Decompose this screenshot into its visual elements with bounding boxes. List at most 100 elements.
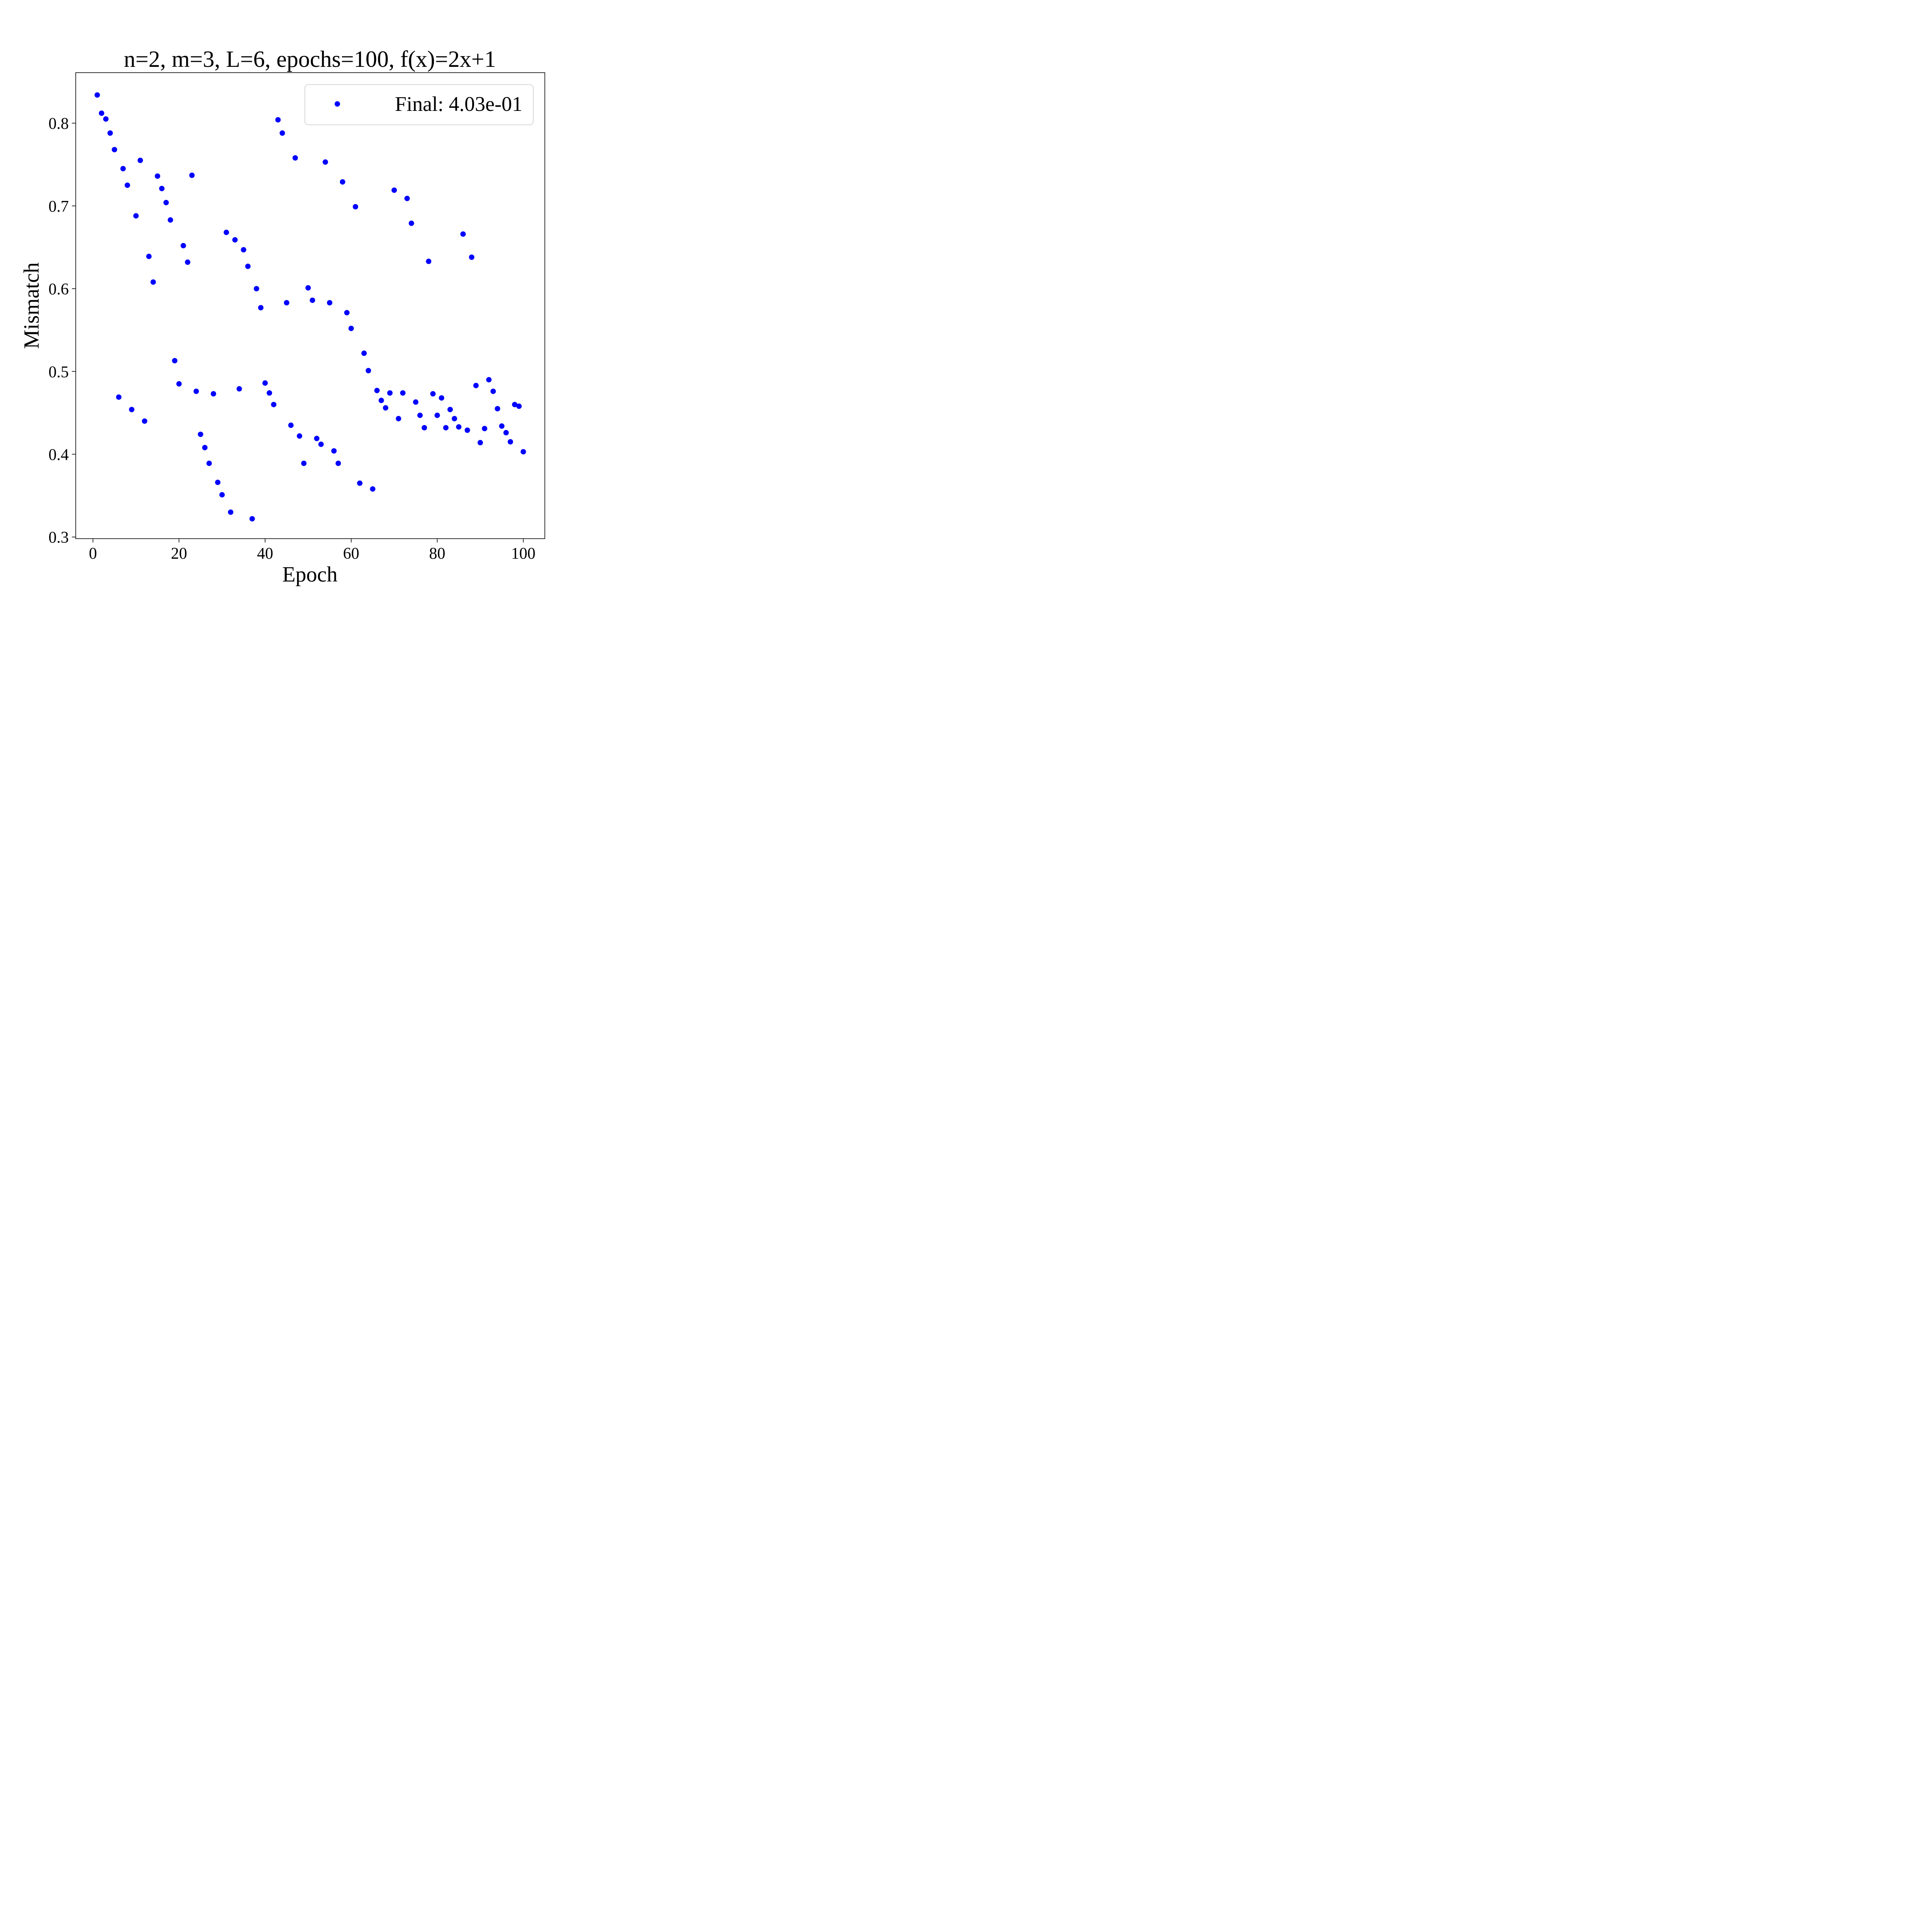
data-point	[142, 418, 148, 424]
data-point	[439, 395, 444, 401]
data-point	[447, 406, 453, 412]
data-point	[176, 381, 182, 387]
data-point	[163, 200, 169, 206]
data-point	[404, 196, 410, 201]
legend: Final: 4.03e-01	[304, 84, 534, 125]
data-point	[452, 416, 457, 422]
legend-marker	[335, 101, 340, 107]
x-tick-label: 0	[89, 545, 97, 563]
data-point	[422, 425, 427, 430]
data-point	[138, 158, 143, 163]
data-point	[499, 423, 505, 429]
data-point	[258, 305, 264, 311]
data-point	[249, 516, 255, 522]
data-point	[516, 403, 522, 409]
data-point	[120, 166, 126, 172]
data-point	[297, 433, 303, 439]
data-point	[366, 368, 371, 374]
y-tick-label: 0.6	[49, 281, 69, 298]
data-points	[94, 92, 526, 522]
data-point	[352, 204, 358, 210]
data-point	[168, 217, 173, 223]
x-tick-label: 40	[257, 545, 273, 563]
data-point	[253, 286, 259, 292]
data-point	[331, 448, 337, 454]
data-point	[107, 130, 113, 136]
data-point	[241, 247, 247, 253]
data-point	[378, 398, 384, 403]
data-point	[512, 401, 518, 407]
data-point	[305, 285, 311, 291]
data-point	[477, 440, 483, 446]
y-tick-label: 0.5	[49, 363, 69, 381]
data-point	[172, 358, 178, 364]
data-point	[383, 405, 388, 411]
data-point	[189, 172, 195, 178]
data-point	[211, 391, 216, 397]
data-point	[318, 441, 324, 447]
data-point	[155, 173, 160, 179]
data-point	[374, 388, 380, 393]
data-point	[275, 117, 281, 123]
y-tick-label: 0.4	[49, 446, 69, 464]
data-point	[129, 406, 134, 412]
data-point	[391, 187, 397, 193]
data-point	[262, 380, 268, 386]
data-point	[215, 480, 221, 485]
x-tick-label: 100	[511, 545, 536, 563]
data-point	[335, 461, 341, 466]
data-point	[99, 110, 104, 116]
data-point	[271, 401, 277, 407]
data-point	[288, 422, 294, 428]
data-point	[357, 480, 363, 486]
data-point	[507, 439, 513, 445]
data-point	[443, 425, 449, 430]
data-point	[434, 412, 440, 418]
data-point	[150, 279, 156, 285]
legend-entry-label: Final: 4.03e-01	[395, 92, 522, 116]
data-point	[202, 445, 208, 451]
data-point	[396, 416, 401, 422]
legend-box	[304, 84, 534, 125]
data-point	[473, 383, 479, 388]
x-tick-label: 20	[171, 545, 187, 563]
data-point	[279, 130, 285, 136]
x-tick-label: 60	[343, 545, 359, 563]
data-point	[417, 412, 423, 418]
x-axis: 0 20 40 60 80 100	[89, 539, 536, 563]
data-point	[495, 406, 500, 412]
data-point	[520, 449, 526, 455]
plot-frame	[75, 72, 545, 539]
data-point	[301, 461, 307, 466]
data-point	[327, 300, 333, 306]
data-point	[464, 427, 470, 433]
y-tick-label: 0.8	[49, 115, 69, 133]
data-point	[400, 390, 406, 396]
data-point	[284, 300, 289, 306]
y-axis-label: Mismatch	[20, 262, 44, 349]
data-point	[180, 243, 186, 248]
data-point	[193, 388, 199, 394]
data-point	[348, 325, 354, 331]
y-tick-label: 0.3	[49, 529, 69, 547]
y-axis: 0.3 0.4 0.5 0.6 0.7 0.8	[49, 115, 76, 547]
data-point	[387, 390, 393, 396]
data-point	[408, 220, 414, 226]
data-point	[361, 350, 367, 356]
data-point	[236, 386, 242, 392]
data-point	[232, 237, 238, 243]
data-point	[112, 147, 117, 153]
data-point	[185, 259, 190, 265]
data-point	[486, 377, 492, 383]
data-point	[159, 185, 165, 191]
x-tick-label: 80	[429, 545, 446, 563]
y-tick-label: 0.7	[49, 198, 69, 216]
data-point	[267, 390, 272, 396]
data-point	[310, 298, 315, 303]
data-point	[293, 155, 298, 161]
x-axis-label: Epoch	[282, 563, 337, 587]
data-point	[219, 492, 225, 498]
data-point	[340, 179, 345, 185]
data-point	[124, 182, 130, 188]
data-point	[314, 435, 320, 441]
